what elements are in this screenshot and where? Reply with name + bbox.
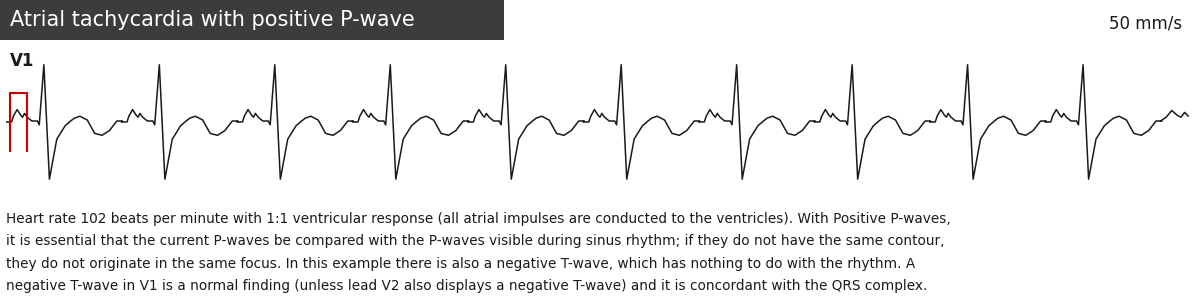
Text: Heart rate 102 beats per minute with 1:1 ventricular response (all atrial impuls: Heart rate 102 beats per minute with 1:1…	[6, 212, 950, 226]
Text: it is essential that the current P-waves be compared with the P-waves visible du: it is essential that the current P-waves…	[6, 235, 944, 248]
Text: Atrial tachycardia with positive P-wave: Atrial tachycardia with positive P-wave	[10, 10, 414, 30]
Text: V1: V1	[10, 52, 34, 70]
Text: negative T-wave in V1 is a normal finding (unless lead V2 also displays a negati: negative T-wave in V1 is a normal findin…	[6, 279, 928, 293]
Text: they do not originate in the same focus. In this example there is also a negativ: they do not originate in the same focus.…	[6, 257, 916, 271]
FancyBboxPatch shape	[0, 0, 504, 40]
Text: 50 mm/s: 50 mm/s	[1109, 15, 1182, 33]
